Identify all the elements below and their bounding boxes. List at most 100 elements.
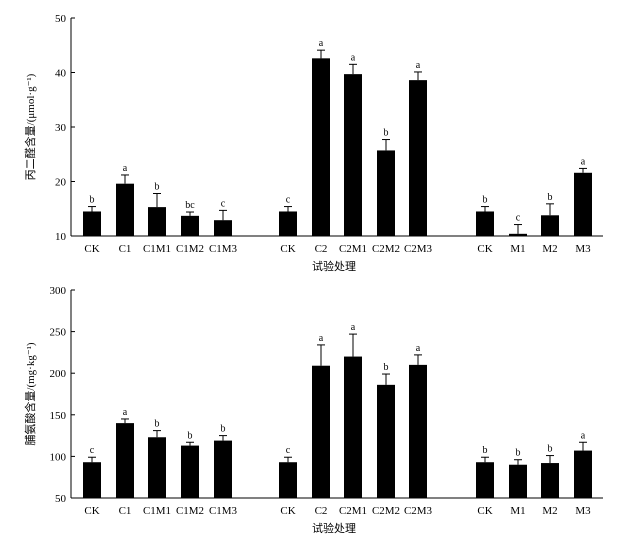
y-axis-title: 丙二醛含量/(μmol·g⁻¹) — [23, 73, 37, 180]
significance-label: b — [483, 445, 488, 456]
significance-label: b — [155, 181, 160, 192]
significance-label: a — [319, 333, 324, 344]
bar-ck — [279, 462, 297, 498]
bar-c1m3 — [214, 440, 232, 498]
bar-c1m2 — [181, 445, 199, 498]
significance-label: a — [581, 156, 586, 167]
significance-label: a — [351, 52, 356, 63]
x-category-label: C2M2 — [372, 243, 400, 255]
significance-label: a — [351, 322, 356, 333]
x-category-label: C2 — [315, 505, 328, 517]
x-category-label: C1M2 — [176, 505, 204, 517]
significance-label: c — [90, 445, 95, 456]
bar-ck — [83, 211, 101, 236]
bar-c1m1 — [148, 437, 166, 498]
significance-label: b — [516, 448, 521, 459]
bar-c2m1 — [344, 74, 362, 236]
y-tick-label: 300 — [50, 285, 67, 297]
x-category-label: CK — [477, 505, 492, 517]
bar-m1 — [509, 233, 527, 236]
x-axis-title: 试验处理 — [312, 259, 356, 273]
x-category-label: C1 — [119, 505, 132, 517]
significance-label: b — [90, 195, 95, 206]
bar-c1 — [116, 183, 134, 236]
bar-c2 — [312, 365, 330, 498]
bar-ck — [476, 211, 494, 236]
x-category-label: C2M3 — [404, 243, 433, 255]
x-category-label: M1 — [510, 243, 525, 255]
x-category-label: M1 — [510, 505, 525, 517]
bar-c1m1 — [148, 207, 166, 236]
significance-label: a — [319, 38, 324, 49]
significance-label: b — [384, 362, 389, 373]
x-category-label: C2M1 — [339, 243, 367, 255]
significance-label: c — [286, 445, 291, 456]
x-category-label: C1M1 — [143, 505, 171, 517]
y-tick-label: 50 — [55, 13, 67, 25]
significance-label: c — [516, 213, 521, 224]
x-category-label: C2 — [315, 243, 328, 255]
significance-label: b — [221, 424, 226, 435]
x-category-label: M2 — [542, 243, 557, 255]
bar-c2m2 — [377, 150, 395, 236]
bar-m1 — [509, 464, 527, 498]
bar-c1m3 — [214, 220, 232, 236]
x-category-label: M3 — [575, 243, 591, 255]
x-category-label: C2M3 — [404, 505, 433, 517]
significance-label: a — [416, 60, 421, 71]
bar-m3 — [574, 172, 592, 236]
significance-label: b — [155, 419, 160, 430]
y-tick-label: 20 — [55, 177, 67, 189]
bar-c2m3 — [409, 80, 427, 236]
y-tick-label: 30 — [55, 122, 67, 134]
significance-label: b — [483, 195, 488, 206]
y-tick-label: 10 — [55, 231, 67, 243]
y-tick-label: 100 — [50, 451, 67, 463]
bar-ck — [476, 462, 494, 498]
bar-c2m1 — [344, 356, 362, 498]
x-category-label: CK — [280, 243, 295, 255]
y-tick-label: 200 — [50, 368, 67, 380]
bar-m2 — [541, 463, 559, 498]
significance-label: a — [123, 407, 128, 418]
bar-m2 — [541, 215, 559, 236]
x-category-label: C1M1 — [143, 243, 171, 255]
significance-label: b — [384, 128, 389, 139]
proline-chart-panel: 50 100 150 200 250 300 c CK a C1 b C1M1 b C1M2 b C1M3 c C… — [23, 285, 603, 535]
significance-label: c — [286, 195, 291, 206]
significance-label: a — [123, 163, 128, 174]
x-category-label: M3 — [575, 505, 591, 517]
bar-m3 — [574, 450, 592, 498]
significance-label: b — [188, 430, 193, 441]
mda-chart-panel: 1020304050bCKaC1bC1M1bcC1M2cC1M3cCKaC2aC… — [23, 13, 603, 273]
bar-ck — [279, 211, 297, 236]
bar-c2 — [312, 58, 330, 236]
significance-label: b — [548, 444, 553, 455]
y-tick-label: 150 — [50, 410, 67, 422]
x-category-label: C1 — [119, 243, 132, 255]
significance-label: b — [548, 192, 553, 203]
x-category-label: M2 — [542, 505, 557, 517]
x-axis-title: 试验处理 — [312, 521, 356, 535]
x-category-label: C2M1 — [339, 505, 367, 517]
bar-ck — [83, 462, 101, 498]
x-category-label: CK — [84, 505, 99, 517]
y-tick-label: 50 — [55, 493, 67, 505]
significance-label: a — [581, 430, 586, 441]
bar-c2m3 — [409, 364, 427, 498]
x-category-label: C1M3 — [209, 505, 238, 517]
x-category-label: C1M2 — [176, 243, 204, 255]
bar-c2m2 — [377, 384, 395, 498]
x-category-label: CK — [280, 505, 295, 517]
y-axis-title: 脯氨酸含量/(mg·kg⁻¹) — [23, 342, 37, 446]
y-tick-label: 250 — [50, 327, 67, 339]
x-category-label: CK — [477, 243, 492, 255]
bar-c1m2 — [181, 215, 199, 236]
x-category-label: C2M2 — [372, 505, 400, 517]
x-category-label: C1M3 — [209, 243, 238, 255]
significance-label: bc — [185, 200, 195, 211]
significance-label: c — [221, 198, 226, 209]
significance-label: a — [416, 343, 421, 354]
bar-c1 — [116, 423, 134, 498]
